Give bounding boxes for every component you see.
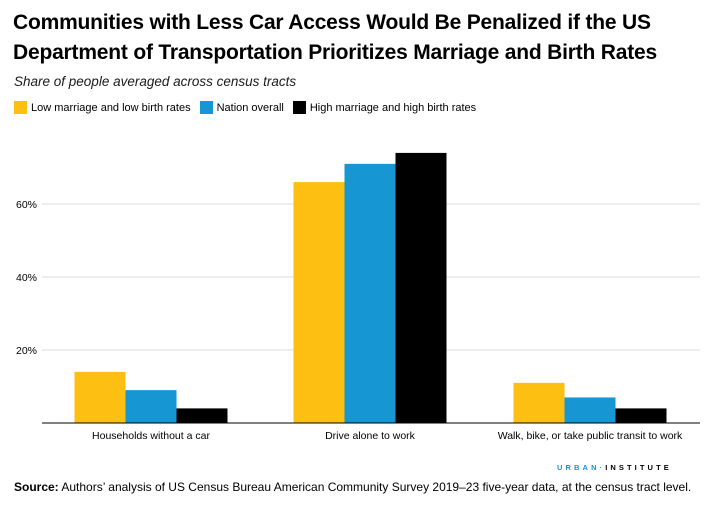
bar-1-2 [395, 152, 447, 423]
y-tick-label-20: 20% [16, 345, 37, 357]
bar-2-2 [615, 408, 667, 423]
y-tick-label-60: 60% [16, 199, 37, 211]
chart-subtitle: Share of people averaged across census t… [14, 74, 297, 89]
urban-institute-logo: URBAN·INSTITUTE [557, 463, 672, 472]
legend-item-nation: Nation overall [199, 101, 284, 114]
x-tick-label-1: Drive alone to work [325, 430, 416, 442]
x-tick-label-2: Walk, bike, or take public transit to wo… [498, 430, 683, 442]
logo-institute: INSTITUTE [605, 463, 672, 472]
legend-swatch-high [292, 101, 306, 114]
logo-dot: · [599, 463, 606, 472]
source-text: Authors’ analysis of US Census Bureau Am… [61, 480, 692, 494]
legend-label-low: Low marriage and low birth rates [31, 101, 191, 114]
legend-label-high: High marriage and high birth rates [309, 101, 477, 114]
y-tick-label-40: 40% [16, 272, 37, 284]
logo-urban: URBAN [557, 463, 600, 472]
legend: Low marriage and low birth rates Nation … [14, 101, 485, 114]
legend-swatch-low [14, 101, 27, 114]
bar-0-2 [176, 408, 228, 423]
bar-2-0 [513, 382, 565, 423]
x-tick-label-0: Households without a car [92, 430, 210, 442]
chart-title: Communities with Less Car Access Would B… [13, 11, 657, 64]
bar-0-0 [74, 371, 126, 423]
bar-2-1 [564, 397, 616, 423]
source-label: Source: [14, 480, 59, 494]
bar-1-0 [293, 182, 345, 423]
legend-item-high: High marriage and high birth rates [292, 101, 477, 114]
bar-0-1 [125, 390, 177, 423]
bar-1-1 [344, 163, 396, 423]
legend-swatch-nation [199, 101, 213, 114]
legend-item-low: Low marriage and low birth rates [14, 101, 191, 114]
legend-label-nation: Nation overall [216, 101, 284, 114]
source-note: Source: Authors’ analysis of US Census B… [14, 478, 694, 497]
